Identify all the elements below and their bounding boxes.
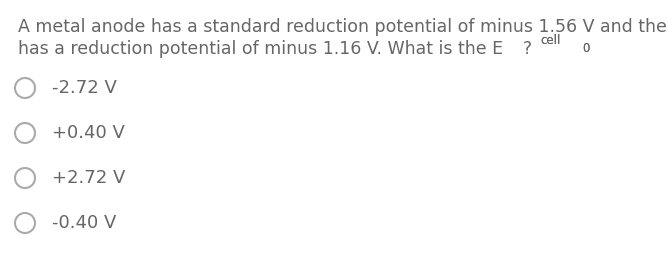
Text: 0: 0 (582, 42, 590, 55)
Text: ?: ? (522, 40, 532, 58)
Text: cell: cell (540, 34, 560, 47)
Text: has a reduction potential of minus 1.16 V. What is the E: has a reduction potential of minus 1.16 … (18, 40, 503, 58)
Text: +0.40 V: +0.40 V (52, 124, 125, 142)
Text: A metal anode has a standard reduction potential of minus 1.56 V and the cathode: A metal anode has a standard reduction p… (18, 18, 667, 36)
Text: -2.72 V: -2.72 V (52, 79, 117, 97)
Text: 0: 0 (582, 42, 590, 55)
Text: cell: cell (540, 34, 560, 47)
Text: -0.40 V: -0.40 V (52, 214, 116, 232)
Text: +2.72 V: +2.72 V (52, 169, 125, 187)
